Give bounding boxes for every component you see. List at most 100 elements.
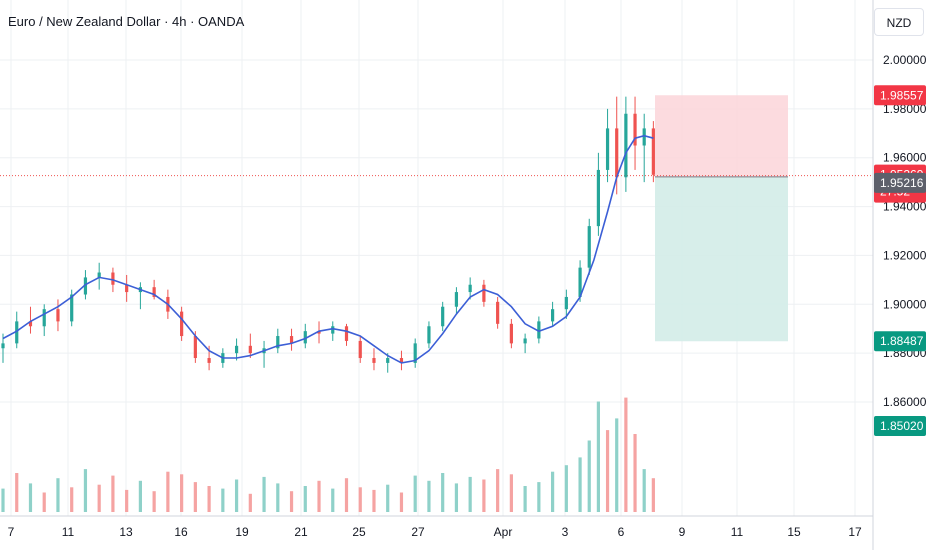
candle-body <box>386 358 390 363</box>
candle-body <box>193 336 197 359</box>
candle-body <box>207 358 211 363</box>
volume-bar <box>633 434 637 512</box>
time-tick-label: 25 <box>352 525 366 539</box>
volume-bar <box>138 480 142 512</box>
candle-body <box>523 338 527 344</box>
candle-body <box>427 326 431 344</box>
candle-body <box>97 272 101 278</box>
candle-body <box>413 343 417 363</box>
volume-bar <box>15 473 19 512</box>
price-tick-label: 2.00000 <box>883 53 927 67</box>
candle-body <box>596 169 600 227</box>
volume-bar <box>651 478 655 512</box>
time-tick-label: 11 <box>62 525 75 539</box>
volume-bar <box>276 483 280 512</box>
volume-bar <box>317 480 321 512</box>
volume-bar <box>70 487 74 512</box>
volume-bar <box>564 465 568 512</box>
volume-bar <box>509 474 513 512</box>
time-tick-label: 9 <box>679 525 686 539</box>
candle-body <box>28 321 33 327</box>
volume-bar <box>468 476 472 512</box>
volume-bar <box>193 482 197 512</box>
take-profit-zone[interactable] <box>655 176 788 342</box>
candle-body <box>651 128 655 175</box>
candle-body <box>83 277 88 295</box>
volume-bar <box>413 475 417 512</box>
chart-title: Euro / New Zealand Dollar · 4h · OANDA <box>8 14 245 29</box>
price-tick-label: 1.94000 <box>883 200 927 214</box>
candle-body <box>56 309 60 322</box>
candle-body <box>564 296 568 310</box>
volume-bar <box>642 469 646 512</box>
volume-bar <box>624 397 628 512</box>
target-price-label-bg <box>874 331 926 352</box>
volume-bar <box>344 478 349 512</box>
volume-bar <box>28 483 33 512</box>
target-price-label: 1.88487 <box>880 334 924 348</box>
candle-body <box>372 358 376 363</box>
candle-body <box>344 326 349 341</box>
candle-body <box>1 343 5 349</box>
volume-bar <box>234 479 239 512</box>
volume-bar <box>166 471 170 512</box>
time-tick-label: 7 <box>8 525 15 539</box>
volume-bar <box>331 488 335 512</box>
volume-bar <box>207 486 211 512</box>
entry-price-label: 1.95216 <box>880 176 924 190</box>
candle-body <box>70 294 74 322</box>
price-scale[interactable] <box>873 0 932 550</box>
volume-bar <box>42 492 46 512</box>
candle-body <box>496 301 500 324</box>
volume-bar <box>523 486 527 512</box>
time-tick-label: 3 <box>562 525 569 539</box>
candle-body <box>399 358 404 363</box>
candle-body <box>152 287 156 297</box>
volume-bar <box>605 430 610 512</box>
candle-body <box>441 306 445 327</box>
candle-body <box>551 309 555 322</box>
candle-body <box>454 292 459 307</box>
low-price-label-bg <box>874 415 926 436</box>
candle-body <box>587 226 591 268</box>
price-tick-label: 1.90000 <box>883 297 927 311</box>
volume-bar <box>615 418 619 512</box>
time-tick-label: 13 <box>119 525 133 539</box>
volume-bar <box>587 440 591 512</box>
volume-bar <box>248 493 252 512</box>
volume-bar <box>496 469 500 512</box>
volume-bar <box>125 489 129 512</box>
candle-body <box>633 113 637 146</box>
volume-bar <box>551 471 555 512</box>
candle-body <box>125 284 129 293</box>
volume-bar <box>1 488 5 512</box>
time-tick-label: 17 <box>848 525 862 539</box>
stop-loss-zone[interactable] <box>655 95 788 177</box>
candle-body <box>248 345 252 354</box>
volume-bar <box>303 486 307 512</box>
candle-body <box>180 311 184 337</box>
volume-bar <box>180 474 184 512</box>
candle-body <box>331 326 335 334</box>
candle-body <box>303 331 307 344</box>
time-tick-label: Apr <box>494 525 513 539</box>
time-tick-label: 21 <box>294 525 308 539</box>
price-tick-label: 1.92000 <box>883 248 927 262</box>
price-tick-label: 1.86000 <box>883 395 927 409</box>
volume-bar <box>289 491 294 512</box>
candle-body <box>111 272 115 285</box>
candle-body <box>482 284 486 302</box>
volume-bar <box>578 457 582 512</box>
volume-bar <box>56 478 60 512</box>
time-tick-label: 15 <box>787 525 801 539</box>
volume-bar <box>358 487 362 512</box>
volume-bar <box>454 483 459 512</box>
candle-body <box>15 321 19 344</box>
candle-body <box>42 309 46 327</box>
currency-selector[interactable]: NZD <box>874 8 924 36</box>
volume-bar <box>427 480 431 512</box>
time-tick-label: 19 <box>235 525 249 539</box>
volume-bar <box>399 492 404 512</box>
